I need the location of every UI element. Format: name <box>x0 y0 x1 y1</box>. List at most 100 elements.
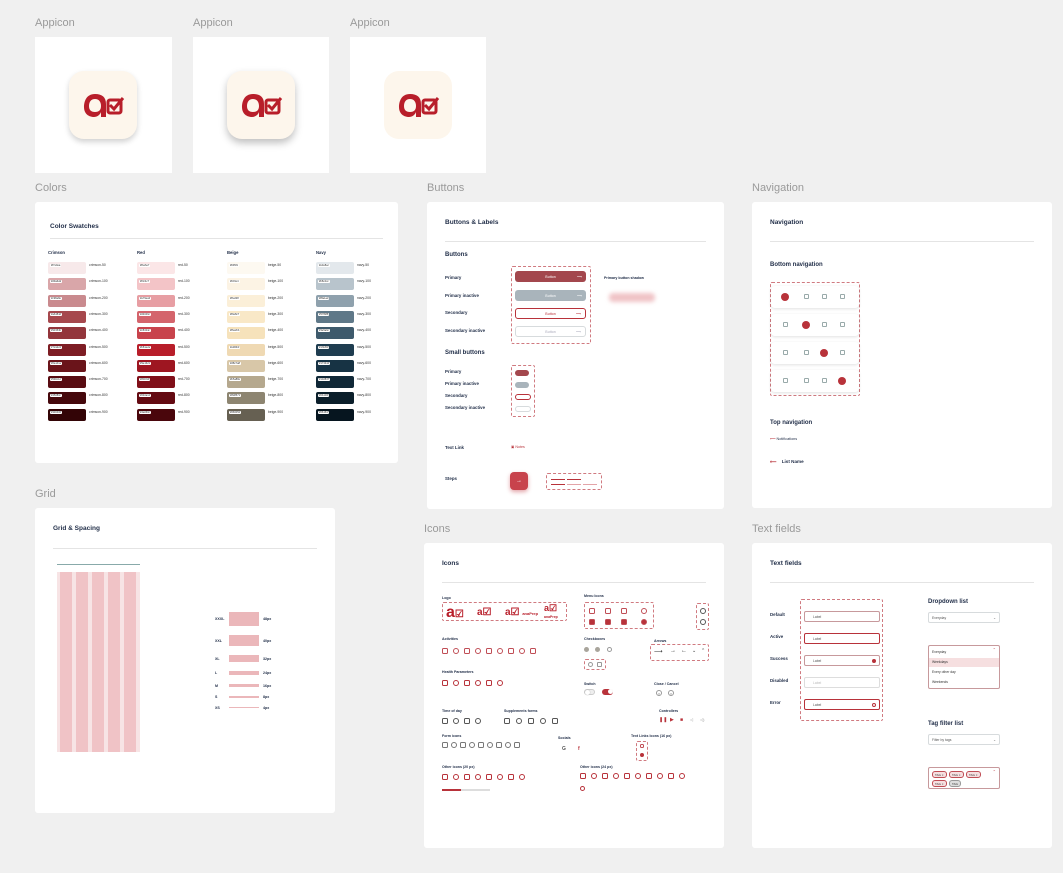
gear-icon[interactable] <box>840 294 845 299</box>
checkbox-unchecked[interactable] <box>588 662 593 667</box>
small-primary-button[interactable] <box>515 370 529 376</box>
checkbox-checked-disabled[interactable] <box>595 647 600 652</box>
color-swatch[interactable]: #800f19 <box>137 376 175 389</box>
color-swatch[interactable]: #fdf9f1 <box>227 262 265 274</box>
color-swatch[interactable]: #640a12 <box>137 392 175 405</box>
tag-chip[interactable]: TAG × <box>966 771 981 778</box>
color-swatch[interactable]: #f3c4c7 <box>137 278 175 291</box>
color-swatch[interactable]: #fbefd8 <box>227 294 265 307</box>
back-arrow-icon[interactable]: ⟵ <box>770 459 777 464</box>
switch-on[interactable] <box>602 689 613 695</box>
color-swatch[interactable]: #a6484d <box>48 310 86 323</box>
text-link[interactable]: ▣ Notes <box>511 445 525 449</box>
tag-chip[interactable]: TAG <box>949 780 961 787</box>
bell-icon[interactable] <box>802 321 810 329</box>
color-swatch[interactable]: #d4646c <box>137 310 175 323</box>
appicon-card-2[interactable] <box>193 37 329 173</box>
color-swatch[interactable]: #0b1f2b <box>316 392 354 405</box>
facebook-icon[interactable]: f <box>578 746 580 752</box>
dropdown-option[interactable]: Weekends <box>932 680 948 684</box>
home-icon[interactable] <box>783 322 788 327</box>
checklist-icon[interactable] <box>822 294 827 299</box>
stop-icon[interactable]: ■ <box>680 717 684 723</box>
dropdown-option[interactable]: Weekdays <box>929 658 999 667</box>
text-field-active[interactable]: Label <box>804 633 880 644</box>
color-swatch[interactable]: #8d8571 <box>227 392 265 405</box>
checklist-icon[interactable] <box>822 378 827 383</box>
bottom-nav-settings[interactable] <box>771 370 859 392</box>
pause-icon[interactable]: ❚❚ <box>659 717 668 723</box>
back-arrow-icon[interactable]: ⟵ <box>770 437 776 441</box>
top-nav-notifications[interactable]: ⟵ Notifications <box>770 436 797 441</box>
color-swatch[interactable]: #e79ea3 <box>137 294 175 307</box>
text-field-error[interactable]: Label <box>804 699 880 710</box>
color-swatch[interactable]: #666052 <box>227 408 265 421</box>
color-swatch[interactable]: #590c12 <box>48 376 86 389</box>
tag-chip[interactable]: TAG × <box>949 771 964 778</box>
color-swatch[interactable]: #102837 <box>316 376 354 389</box>
dropdown-select[interactable]: Everyday ⌄ <box>928 612 1000 623</box>
color-swatch[interactable]: #6a141a <box>48 359 86 372</box>
checkbox-empty[interactable] <box>607 647 612 652</box>
color-swatch[interactable]: #b5a88e <box>227 376 265 389</box>
gear-icon[interactable] <box>838 377 846 385</box>
dropdown-option[interactable]: Every other day <box>932 670 956 674</box>
buttons-card[interactable]: Buttons & Labels Buttons Primary Primary… <box>427 202 724 509</box>
color-swatch[interactable]: #f9e8c7 <box>227 310 265 323</box>
top-nav-list-name[interactable]: ⟵ List Name <box>770 459 804 465</box>
bottom-nav-home[interactable] <box>771 286 859 308</box>
color-swatch[interactable]: #7d1d24 <box>48 343 86 356</box>
small-secondary-button[interactable] <box>515 394 531 400</box>
colors-card[interactable]: Color Swatches Crimson #f7e9ea crimson-50 #… <box>35 202 398 463</box>
home-icon[interactable] <box>783 350 788 355</box>
color-swatch[interactable]: #f7e9ea <box>48 262 86 274</box>
text-field-disabled[interactable]: Label <box>804 677 880 688</box>
volume-icon[interactable]: ◁) <box>700 717 705 722</box>
color-swatch[interactable]: #9e1621 <box>137 359 175 372</box>
tag-chip[interactable]: TAG × <box>932 771 947 778</box>
home-icon[interactable] <box>783 378 788 383</box>
grid-card[interactable]: Grid & Spacing XXXL 48px XXL 40px XL 32px L 24p… <box>35 508 335 813</box>
bottom-nav-checklist[interactable] <box>771 342 859 364</box>
textfields-card[interactable]: Text fields Default Label Active Label Succe… <box>752 543 1052 848</box>
secondary-inactive-button[interactable]: Button ⟶ <box>515 326 586 337</box>
bell-icon[interactable] <box>804 378 809 383</box>
color-swatch[interactable]: #c98a8e <box>48 294 86 307</box>
bell-icon[interactable] <box>804 294 809 299</box>
color-swatch[interactable]: #173344 <box>316 359 354 372</box>
dropdown-open-list[interactable]: ⌃ Everyday Weekdays Every other day Weekend… <box>928 645 1000 689</box>
color-swatch[interactable]: #f6e2bb <box>227 327 265 340</box>
color-swatch[interactable]: #b81e2a <box>137 343 175 356</box>
color-swatch[interactable]: #8fa1ad <box>316 294 354 307</box>
secondary-button[interactable]: Button ⟶ <box>515 308 586 319</box>
color-swatch[interactable]: #4a060c <box>137 408 175 421</box>
small-primary-inactive-button[interactable] <box>515 382 529 388</box>
bottom-nav-notifications[interactable] <box>771 314 859 336</box>
bell-icon[interactable] <box>804 350 809 355</box>
color-swatch[interactable]: #fbe6e7 <box>137 262 175 274</box>
text-field-default[interactable]: Label <box>804 611 880 622</box>
appicon-card-3[interactable] <box>350 37 486 173</box>
small-secondary-inactive-button[interactable] <box>515 406 531 412</box>
cancel-icon[interactable]: × <box>668 690 674 696</box>
google-icon[interactable]: G <box>562 746 566 752</box>
switch-off[interactable] <box>584 689 595 695</box>
checklist-icon[interactable] <box>820 349 828 357</box>
primary-button[interactable]: Button ⟶ <box>515 271 586 282</box>
mute-icon[interactable]: ◁ <box>690 717 694 722</box>
primary-inactive-button[interactable]: Button ⟶ <box>515 290 586 301</box>
close-icon[interactable]: × <box>656 690 662 696</box>
color-swatch[interactable]: #d8c7a8 <box>227 359 265 372</box>
color-swatch[interactable]: #45080c <box>48 392 86 405</box>
navigation-card[interactable]: Navigation Bottom navigation Top navigat… <box>752 202 1052 508</box>
checkbox-disabled[interactable] <box>584 647 589 652</box>
color-swatch[interactable]: #1f3d50 <box>316 343 354 356</box>
color-swatch[interactable]: #06151f <box>316 408 354 421</box>
tag-chip[interactable]: TAG × <box>932 780 947 787</box>
color-swatch[interactable]: #c8434c <box>137 327 175 340</box>
color-swatch[interactable]: #d9a6a9 <box>48 278 86 291</box>
checkbox-square[interactable] <box>597 662 602 667</box>
tag-filter-open[interactable]: TAG × TAG × TAG × TAG × TAG ⌃ <box>928 767 1000 789</box>
color-swatch[interactable]: #e3e8ec <box>316 262 354 274</box>
color-swatch[interactable]: #b8c4cc <box>316 278 354 291</box>
